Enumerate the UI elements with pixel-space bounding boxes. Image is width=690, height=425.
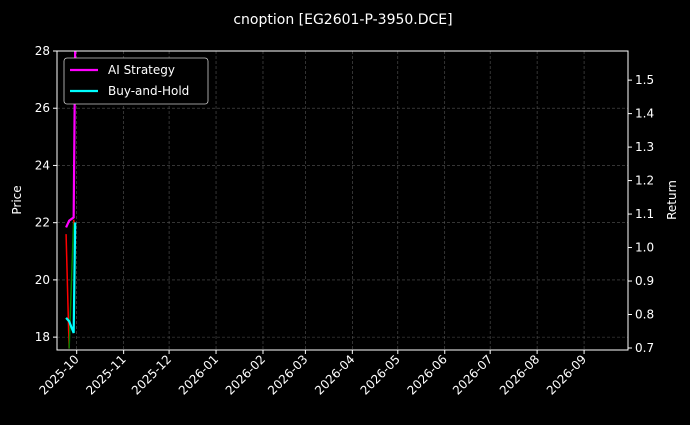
x-tick-label: 2026-02 (223, 352, 268, 397)
price-segment (65, 234, 70, 349)
x-tick-label: 2026-03 (265, 352, 310, 397)
y-tick-label: 22 (35, 216, 50, 230)
x-tick-label: 2025-11 (83, 352, 128, 397)
y2-tick-label: 1.2 (635, 174, 654, 188)
x-tick-label: 2025-10 (36, 352, 81, 397)
y-tick-label: 24 (35, 158, 50, 172)
price-segment (68, 219, 75, 349)
x-tick-label: 2026-09 (544, 352, 589, 397)
y2-tick-label: 0.8 (635, 308, 654, 322)
y-axis-label: Price (10, 185, 24, 214)
y-tick-label: 28 (35, 44, 50, 58)
y2-tick-label: 1.0 (635, 241, 654, 255)
series-line-buy-and-hold (65, 222, 77, 334)
x-tick-label: 2026-01 (176, 352, 221, 397)
series-line-ai-strategy (65, 51, 77, 228)
y2-tick-label: 1.1 (635, 207, 654, 221)
x-tick-label: 2026-05 (358, 352, 403, 397)
x-tick-label: 2026-04 (312, 352, 357, 397)
y2-axis-label: Return (665, 180, 679, 220)
legend: AI Strategy Buy-and-Hold (63, 57, 209, 105)
y-tick-label: 26 (35, 101, 50, 115)
legend-label: Buy-and-Hold (108, 84, 189, 98)
legend-label: AI Strategy (108, 63, 175, 77)
legend-box (63, 57, 209, 105)
y2-tick-label: 1.3 (635, 140, 654, 154)
y2-tick-label: 1.4 (635, 107, 654, 121)
y2-tick-label: 0.9 (635, 274, 654, 288)
y2-tick-label: 0.7 (635, 341, 654, 355)
plot-frame (56, 50, 629, 351)
x-tick-label: 2026-08 (497, 352, 542, 397)
x-tick-label: 2026-07 (450, 352, 495, 397)
x-tick-label: 2025-12 (129, 352, 174, 397)
y-tick-label: 20 (35, 273, 50, 287)
y-tick-label: 18 (35, 330, 50, 344)
y2-tick-label: 1.5 (635, 73, 654, 87)
x-tick-label: 2026-06 (405, 352, 450, 397)
chart-title: cnoption [EG2601-P-3950.DCE] (233, 12, 452, 28)
